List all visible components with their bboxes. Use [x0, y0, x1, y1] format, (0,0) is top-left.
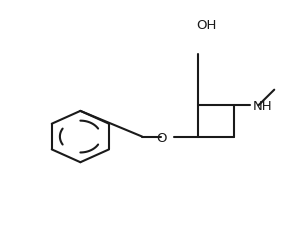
- Text: O: O: [156, 131, 167, 144]
- Text: NH: NH: [253, 100, 272, 113]
- Text: OH: OH: [197, 18, 217, 31]
